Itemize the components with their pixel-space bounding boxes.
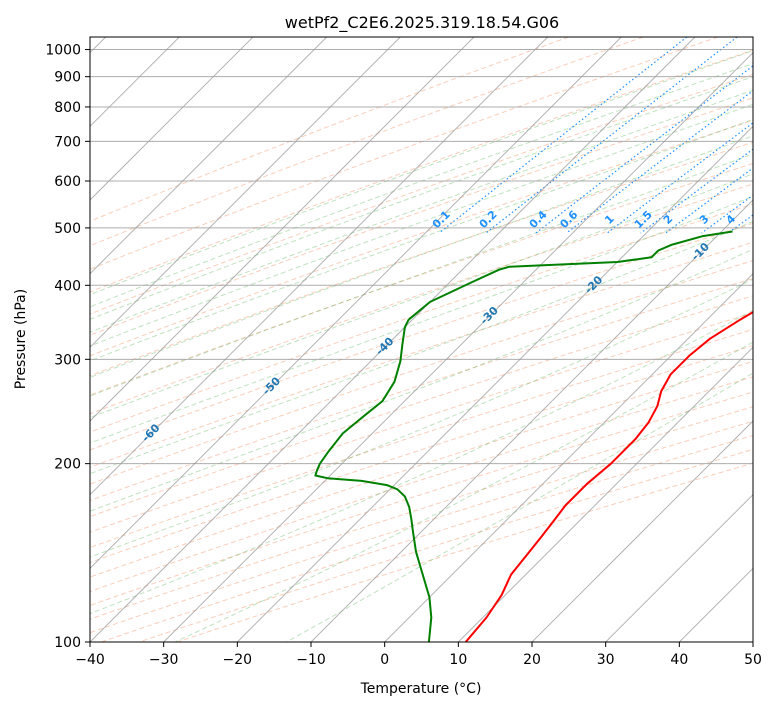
dry-adiabat <box>90 222 753 451</box>
y-tick-label: 300 <box>54 352 81 368</box>
plot-frame <box>89 36 754 643</box>
isotherm-line <box>310 199 753 642</box>
x-tick-label: 10 <box>449 652 467 668</box>
temperature-profile-line <box>464 310 753 642</box>
x-tick-label: 0 <box>380 652 389 668</box>
x-tick-label: 50 <box>744 652 762 668</box>
moist-adiabat <box>90 195 753 444</box>
dry-adiabat <box>90 345 753 564</box>
x-tick-label: −30 <box>149 652 179 668</box>
isotherm-line <box>90 37 401 349</box>
dry-adiabat <box>90 295 753 518</box>
isotherm-line <box>236 125 753 642</box>
dry-adiabat <box>90 162 753 396</box>
dry-adiabat <box>90 360 753 578</box>
mixing-ratio-line <box>566 89 753 234</box>
x-axis-title: Temperature (°C) <box>360 681 482 697</box>
moist-adiabat <box>90 103 753 347</box>
background-lines <box>90 37 753 642</box>
y-tick-label: 100 <box>54 635 81 651</box>
axis-ticks: −40 −30 −20 −10 0 10 20 30 40 50 100 200 300 400 500 60… <box>45 43 762 668</box>
moist-adiabat <box>174 341 753 642</box>
isotherm-line <box>163 51 753 642</box>
isotherm-line <box>90 37 549 496</box>
dry-adiabat <box>90 49 753 293</box>
x-tick-label: −20 <box>223 652 253 668</box>
x-tick-label: 30 <box>597 652 615 668</box>
x-tick-label: −10 <box>296 652 326 668</box>
mixing-ratio-line <box>438 37 688 234</box>
isotherm-line <box>384 272 753 642</box>
x-tick-label: 40 <box>670 652 688 668</box>
grid-lines <box>90 37 753 642</box>
isotherm-line <box>90 37 696 642</box>
x-tick-label: −40 <box>75 652 105 668</box>
moist-adiabat <box>90 118 753 362</box>
y-tick-label: 500 <box>54 221 81 237</box>
isotherm-line <box>457 346 753 642</box>
dry-adiabat <box>90 376 753 592</box>
chart-title: wetPf2_C2E6.2025.319.18.54.G06 <box>285 13 559 33</box>
y-tick-label: 400 <box>54 278 81 294</box>
moist-adiabat <box>90 173 753 419</box>
dry-adiabat <box>90 328 753 549</box>
y-tick-label: 800 <box>54 100 81 116</box>
dewpoint-profile-line <box>314 230 733 642</box>
sounding-profiles <box>314 230 753 642</box>
isotherm-line <box>531 420 753 642</box>
dry-adiabat <box>90 391 753 607</box>
dry-adiabat <box>90 37 719 270</box>
x-tick-label: 20 <box>523 652 541 668</box>
moist-adiabat <box>90 63 753 308</box>
dry-adiabat <box>90 97 753 336</box>
isotherm-line <box>605 493 753 642</box>
mixing-ratio-line <box>535 65 753 234</box>
isotherm-line <box>90 37 254 201</box>
y-tick-label: 200 <box>54 457 81 473</box>
y-tick-label: 600 <box>54 174 81 190</box>
moist-adiabat <box>90 278 753 558</box>
y-tick-label: 1000 <box>45 43 81 59</box>
dry-adiabat <box>90 312 753 533</box>
isotherm-line <box>90 37 328 275</box>
dry-adiabat <box>90 277 753 502</box>
dry-adiabat <box>90 260 753 485</box>
y-tick-label: 700 <box>54 134 81 150</box>
dry-adiabat <box>90 241 753 468</box>
dry-adiabat <box>90 37 569 222</box>
plot-area: -100-90-80-70-60-50-40-30-20-100.10.20.4… <box>90 37 753 642</box>
mixing-ratio-line <box>606 122 753 234</box>
moist-adiabat <box>90 76 753 320</box>
isotherm-line <box>90 37 622 570</box>
dry-adiabat <box>90 141 753 377</box>
isotherm-line <box>90 37 475 422</box>
y-axis-title: Pressure (hPa) <box>13 289 29 389</box>
y-tick-label: 900 <box>54 70 81 86</box>
